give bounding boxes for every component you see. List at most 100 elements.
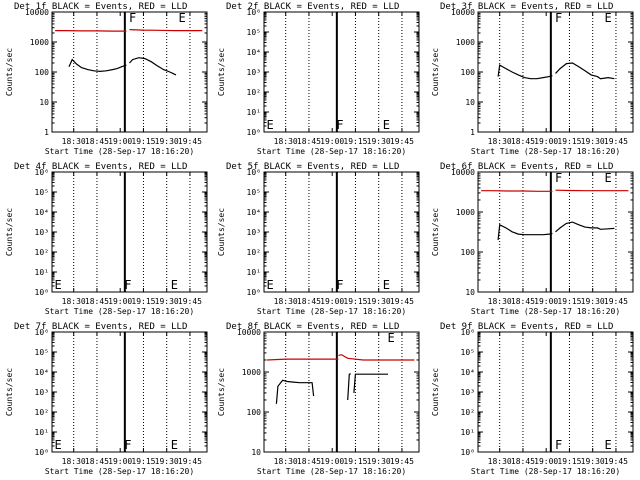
x-tick-label: 19:00	[534, 297, 558, 306]
y-tick-label: 10⁴	[247, 208, 261, 217]
plot-frame	[263, 11, 420, 133]
y-tick-label: 10⁰	[247, 128, 261, 137]
y-tick-label: 1000	[456, 208, 475, 217]
flag-label: F	[555, 438, 562, 452]
y-tick-label: 10²	[247, 248, 261, 257]
series-line-2	[347, 373, 351, 401]
y-axis-label: Counts/sec	[5, 368, 14, 416]
y-axis-label: Counts/sec	[431, 48, 440, 96]
flag-label: F	[336, 118, 343, 132]
x-tick-label: 18:30	[274, 297, 298, 306]
x-tick-label: 18:45	[85, 457, 109, 466]
x-tick-label: 19:45	[178, 137, 202, 146]
panel-title: Det 2f BLACK = Events, RED = LLD	[226, 2, 399, 12]
x-tick-label: 18:45	[297, 297, 321, 306]
flag-label: F	[555, 171, 562, 185]
y-tick-label: 10¹	[461, 428, 475, 437]
flag-label: E	[383, 278, 390, 292]
y-axis-label: Counts/sec	[5, 208, 14, 256]
y-tick-label: 10¹	[247, 108, 261, 117]
plot-frame	[477, 171, 634, 293]
y-tick-label: 10⁴	[35, 208, 49, 217]
panel-title: Det 9f BLACK = Events, RED = LLD	[440, 322, 613, 332]
panel-title: Det 3f BLACK = Events, RED = LLD	[440, 2, 613, 12]
x-tick-label: 19:30	[581, 137, 605, 146]
y-tick-label: 10⁶	[461, 328, 475, 337]
x-tick-label: 19:00	[108, 457, 132, 466]
y-tick-label: 10	[39, 98, 49, 107]
x-tick-label: 19:30	[155, 137, 179, 146]
y-tick-label: 10⁵	[35, 188, 49, 197]
series-line-4	[129, 29, 203, 32]
panel-title: Det 4f BLACK = Events, RED = LLD	[14, 162, 187, 172]
panel-title: Det 1f BLACK = Events, RED = LLD	[14, 2, 187, 12]
y-tick-label: 10000	[237, 328, 261, 337]
y-tick-label: 10⁵	[247, 188, 261, 197]
y-tick-label: 10²	[247, 88, 261, 97]
y-axis-label: Counts/sec	[5, 48, 14, 96]
y-tick-label: 10⁰	[35, 448, 49, 457]
y-tick-label: 10000	[451, 168, 475, 177]
x-tick-label: 18:30	[62, 137, 86, 146]
x-tick-label: 19:45	[178, 297, 202, 306]
y-axis-label: Counts/sec	[217, 368, 226, 416]
x-tick-label: 19:15	[131, 297, 155, 306]
x-tick-label: 18:30	[488, 297, 512, 306]
panel-det-3: Det 3f BLACK = Events, RED = LLD 1 10 100 10…	[431, 2, 634, 156]
y-tick-label: 10⁵	[35, 348, 49, 357]
y-tick-label: 100	[247, 408, 262, 417]
y-tick-label: 10⁰	[247, 288, 261, 297]
panel-title: Det 7f BLACK = Events, RED = LLD	[14, 322, 187, 332]
flag-label: F	[336, 278, 343, 292]
x-tick-label: 19:30	[155, 457, 179, 466]
x-tick-label: 19:45	[390, 457, 414, 466]
y-tick-label: 1	[470, 128, 475, 137]
y-tick-label: 10	[465, 288, 475, 297]
x-axis-label: Start Time (28-Sep-17 18:16:20)	[471, 467, 620, 476]
series-line-1	[497, 64, 553, 80]
y-tick-label: 10³	[247, 228, 261, 237]
panel-det-2: Det 2f BLACK = Events, RED = LLD 10⁰ 10¹ 10…	[217, 2, 420, 156]
series-line-2	[555, 221, 615, 233]
y-tick-label: 10³	[247, 68, 261, 77]
y-axis-label: Counts/sec	[431, 208, 440, 256]
x-axis-label: Start Time (28-Sep-17 18:16:20)	[45, 307, 194, 316]
x-tick-label: 18:45	[297, 457, 321, 466]
x-tick-label: 19:45	[604, 457, 628, 466]
flag-label: E	[171, 438, 178, 452]
x-tick-label: 19:30	[367, 297, 391, 306]
y-tick-label: 10⁶	[35, 328, 49, 337]
flag-label: E	[267, 278, 274, 292]
x-tick-label: 18:45	[85, 297, 109, 306]
y-tick-label: 10²	[461, 408, 475, 417]
flag-label: F	[124, 438, 131, 452]
x-tick-label: 18:30	[62, 457, 86, 466]
x-tick-label: 19:30	[155, 297, 179, 306]
x-tick-label: 19:15	[557, 137, 581, 146]
panel-title: Det 5f BLACK = Events, RED = LLD	[226, 162, 399, 172]
flag-label: F	[124, 278, 131, 292]
x-tick-label: 19:15	[557, 457, 581, 466]
flag-label: E	[179, 11, 186, 25]
x-tick-label: 19:45	[604, 297, 628, 306]
series-line-2	[555, 62, 615, 80]
flag-label: F	[555, 11, 562, 25]
x-tick-label: 19:15	[343, 137, 367, 146]
x-tick-label: 19:00	[534, 137, 558, 146]
y-tick-label: 10⁵	[461, 348, 475, 357]
x-tick-label: 19:00	[320, 137, 344, 146]
panel-det-6: Det 6f BLACK = Events, RED = LLD 10 100 100…	[431, 162, 634, 316]
x-axis-label: Start Time (28-Sep-17 18:16:20)	[471, 147, 620, 156]
x-tick-label: 19:00	[108, 137, 132, 146]
x-tick-label: 19:15	[557, 297, 581, 306]
flag-label: E	[267, 118, 274, 132]
x-tick-label: 18:30	[488, 457, 512, 466]
series-line-3	[55, 30, 127, 32]
y-tick-label: 1000	[242, 368, 261, 377]
flag-label: E	[605, 171, 612, 185]
panel-det-4: Det 4f BLACK = Events, RED = LLD 10⁰ 10¹ 10…	[5, 162, 208, 316]
flag-label: E	[55, 278, 62, 292]
y-tick-label: 10²	[35, 248, 49, 257]
y-tick-label: 10⁴	[35, 368, 49, 377]
flag-label: E	[171, 278, 178, 292]
